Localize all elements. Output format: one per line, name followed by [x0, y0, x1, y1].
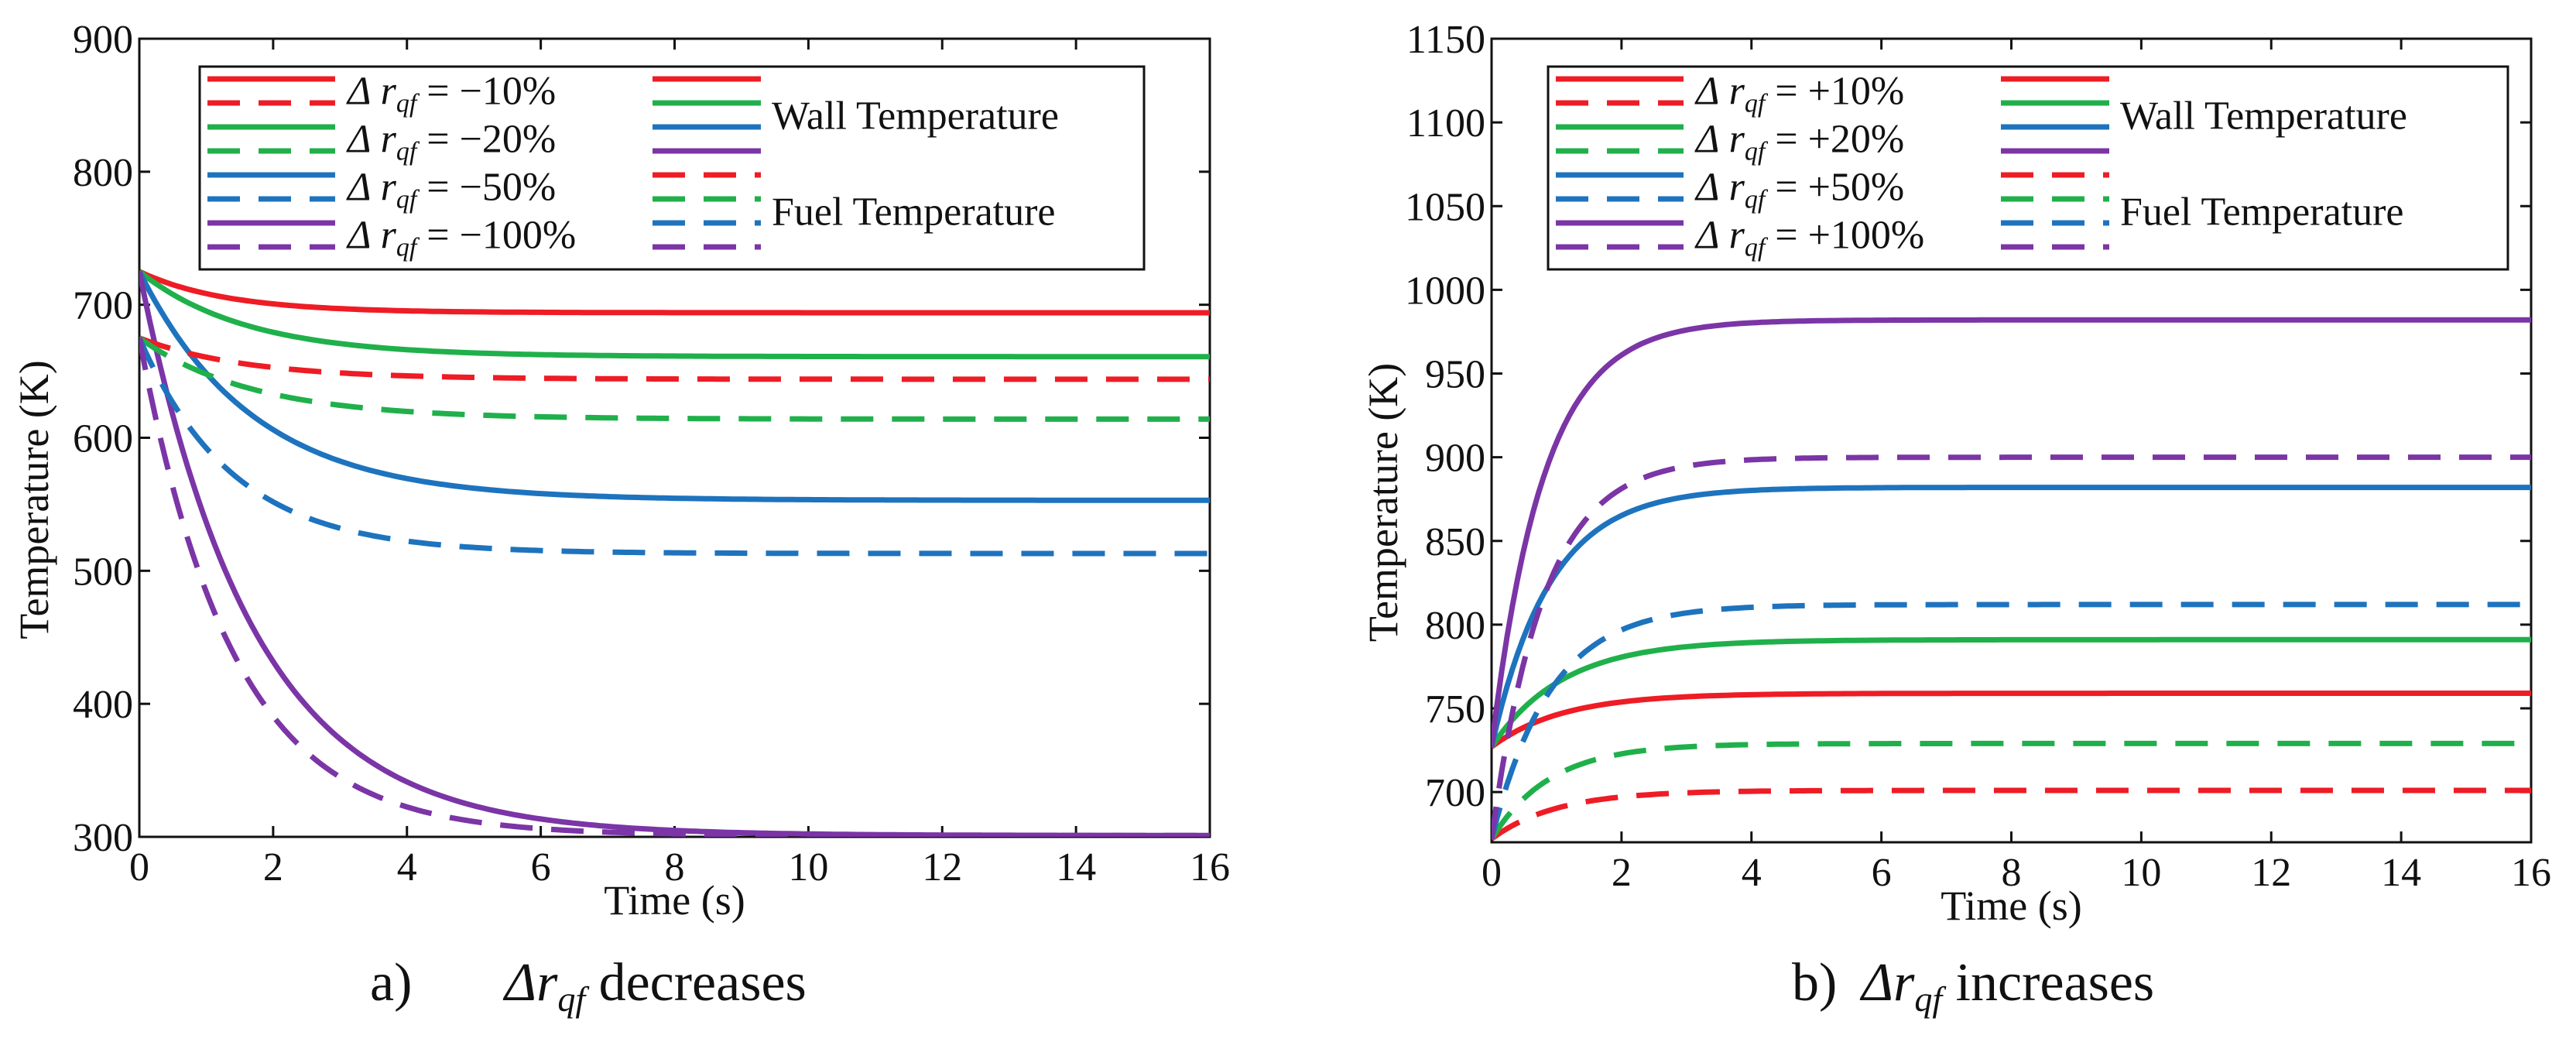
y-axis-label: Temperature (K): [11, 360, 57, 639]
y-tick-label: 300: [73, 816, 133, 860]
y-tick-label: 1050: [1405, 185, 1485, 229]
x-tick-label: 14: [2381, 851, 2421, 895]
series-blue-dashed: [139, 337, 1210, 557]
legend-entry-label: Δ rqf = −100%: [346, 214, 576, 262]
legend: Δ rqf = −10%Δ rqf = −20%Δ rqf = −50%Δ rq…: [198, 65, 1146, 271]
x-tick-label: 8: [665, 845, 685, 889]
x-tick-label: 16: [2511, 851, 2551, 895]
x-tick-label: 4: [1742, 851, 1762, 895]
series-red-dashed: [1492, 787, 2531, 841]
y-tick-label: 700: [1425, 771, 1485, 815]
x-tick-label: 2: [263, 845, 283, 889]
series-green-solid: [139, 269, 1210, 360]
x-tick-label: 10: [788, 845, 828, 889]
x-tick-label: 14: [1056, 845, 1096, 889]
x-axis-label: Time (s): [604, 877, 745, 924]
x-tick-label: 0: [1482, 851, 1502, 895]
y-tick-label: 900: [73, 18, 133, 62]
x-tick-label: 0: [129, 845, 149, 889]
legend: Δ rqf = +10%Δ rqf = +20%Δ rqf = +50%Δ rq…: [1547, 65, 2509, 271]
legend-entry-label: Δ rqf = +20%: [1694, 118, 1904, 166]
x-tick-label: 12: [2251, 851, 2291, 895]
series-green-solid: [1492, 636, 2531, 749]
series-purple-solid: [1492, 317, 2531, 748]
series-blue-dashed: [1492, 602, 2531, 840]
series-red-solid: [1492, 691, 2531, 749]
y-tick-label: 700: [73, 284, 133, 328]
series-green-dashed: [1492, 740, 2531, 841]
series-red-solid: [139, 269, 1210, 316]
series-blue-solid: [1492, 485, 2531, 748]
x-tick-label: 10: [2121, 851, 2161, 895]
x-tick-label: 6: [1872, 851, 1892, 895]
chart-panel-a: 0 2 4 6 8 10 12 14 16 300 400 500 600 700 800 900 Time (…: [11, 18, 1230, 1019]
x-tick-label: 16: [1190, 845, 1230, 889]
y-tick-label: 900: [1425, 437, 1485, 481]
y-axis-label: Temperature (K): [1360, 363, 1406, 643]
y-tick-label: 750: [1425, 687, 1485, 732]
y-tick-label: 1000: [1405, 269, 1485, 313]
x-tick-label: 2: [1612, 851, 1632, 895]
legend-entry-label: Δ rqf = −20%: [346, 118, 556, 166]
x-tick-label: 12: [922, 845, 962, 889]
legend-group-label: Fuel Temperature: [772, 190, 1056, 235]
legend-group-label: Wall Temperature: [2120, 94, 2407, 139]
y-tick-label: 800: [73, 151, 133, 195]
legend-group-label: Wall Temperature: [772, 94, 1059, 139]
x-tick-label: 8: [2002, 851, 2022, 895]
series-blue-solid: [139, 270, 1210, 503]
y-tick-label: 950: [1425, 353, 1485, 397]
x-tick-label: 6: [531, 845, 551, 889]
y-tick-label: 1100: [1406, 101, 1485, 146]
y-tick-label: 1150: [1406, 18, 1485, 62]
y-tick-label: 800: [1425, 604, 1485, 648]
legend-entry-label: Δ rqf = −50%: [346, 166, 556, 214]
y-tick-label: 500: [73, 550, 133, 594]
series-purple-dashed: [139, 337, 1210, 837]
series-red-dashed: [139, 335, 1210, 382]
chart-panel-b: 0 2 4 6 8 10 12 14 16 700 750 800 850 900 950 1000 1050 1…: [1360, 18, 2551, 1019]
x-tick-label: 4: [397, 845, 417, 889]
y-tick-label: 850: [1425, 520, 1485, 564]
legend-group-label: Fuel Temperature: [2120, 190, 2404, 235]
caption-letter: a): [370, 953, 412, 1013]
caption-letter: b): [1792, 953, 1837, 1013]
legend-entry-label: Δ rqf = +100%: [1694, 214, 1924, 262]
caption-formula: Δrqf decreases: [502, 953, 807, 1019]
y-tick-label: 600: [73, 417, 133, 461]
x-axis-label: Time (s): [1941, 883, 2082, 929]
legend-entry-label: Δ rqf = −10%: [346, 70, 556, 118]
series-purple-dashed: [1492, 454, 2531, 840]
caption-formula: Δrqf increases: [1859, 953, 2154, 1019]
y-tick-label: 400: [73, 683, 133, 727]
legend-entry-label: Δ rqf = +10%: [1694, 70, 1904, 118]
legend-entry-label: Δ rqf = +50%: [1694, 166, 1904, 214]
